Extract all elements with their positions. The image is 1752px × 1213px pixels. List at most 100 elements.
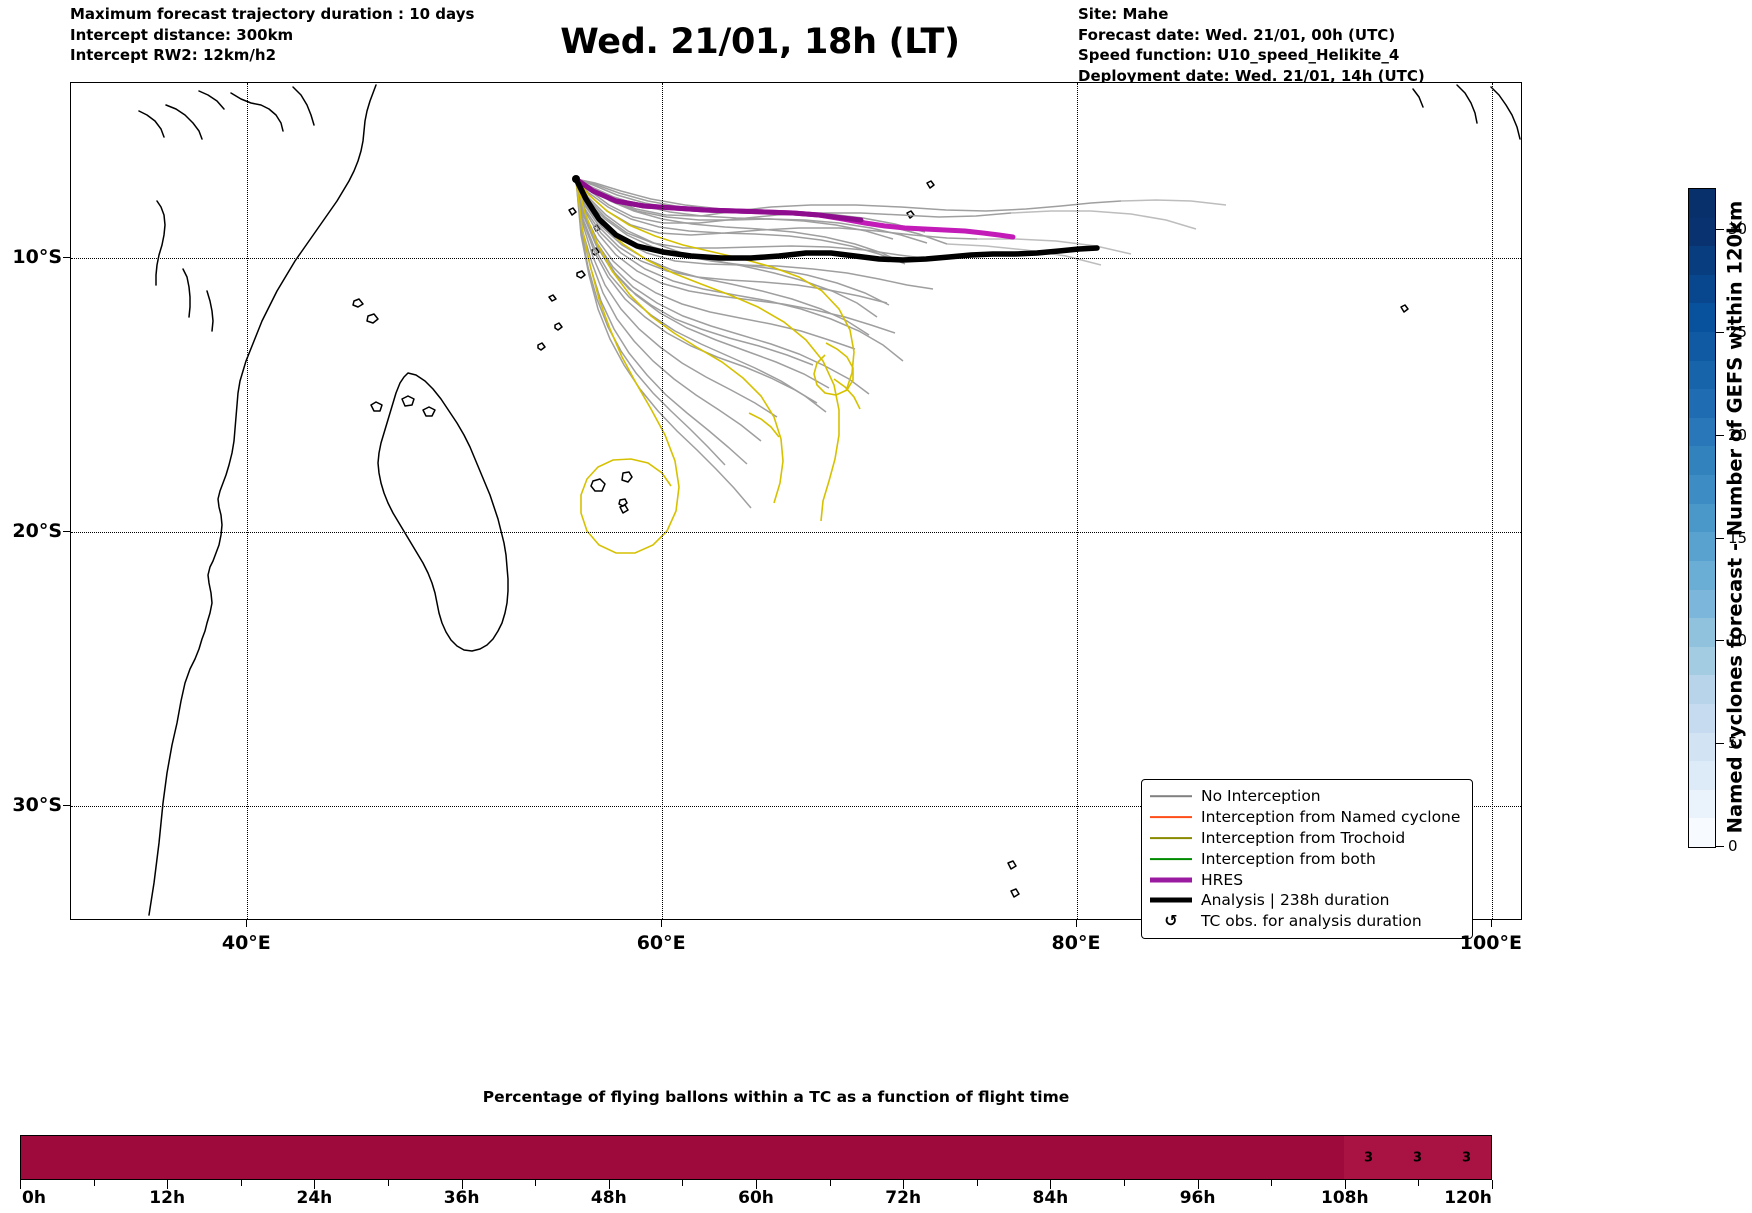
header-left-line-2: Intercept distance: 300km (70, 25, 294, 44)
legend-item-no-interception: No Interception (1150, 786, 1462, 807)
percentage-bar-tick-mark (608, 1180, 610, 1189)
colorbar-segment (1689, 618, 1715, 647)
legend-item-named-cyclone: Interception from Named cyclone (1150, 807, 1462, 828)
map-xtick-mark (246, 920, 248, 927)
map-gridline-vertical (1077, 83, 1079, 919)
map-ytick-label: 10°S (12, 246, 62, 269)
percentage-bar-plot: 3 3 3 (20, 1135, 1492, 1180)
colorbar-segment (1689, 332, 1715, 361)
map-xtick-label: 80°E (1051, 932, 1101, 954)
map-ytick-label: 30°S (12, 793, 62, 816)
percentage-bar-tick-mark (976, 1180, 978, 1186)
colorbar-title-text: Named cyclones forecast - Number of GEFS… (1723, 200, 1747, 834)
colorbar-segment (1689, 789, 1715, 819)
legend-label-analysis: Analysis | 238h duration (1201, 891, 1390, 910)
header-site: Site: Mahe (1078, 5, 1169, 23)
colorbar-tick-label: 15 (1728, 528, 1748, 547)
header-left-line-1: Maximum forecast trajectory duration : 1… (70, 5, 475, 23)
map-xtick-mark (661, 920, 663, 927)
colorbar-tick-label: 5 (1728, 734, 1738, 753)
legend-swatch-trochoid (1150, 831, 1192, 845)
percentage-bar-tick-mark (1418, 1180, 1420, 1186)
legend-label-tc-observation: TC obs. for analysis duration (1201, 912, 1422, 931)
percentage-bar-tick-label: 48h (590, 1188, 627, 1208)
header-left-line-3: Intercept RW2: 12km/h2 (70, 46, 277, 64)
header-deployment-date: Deployment date: Wed. 21/01, 14h (UTC) (1078, 66, 1425, 85)
colorbar-tick-label: 0 (1728, 837, 1738, 855)
map-gridline-horizontal (71, 805, 1521, 807)
map-gridline-vertical (1491, 83, 1493, 919)
percentage-bar-tick-label: 24h (296, 1188, 333, 1208)
legend-item-trochoid: Interception from Trochoid (1150, 828, 1462, 849)
colorbar-segment (1689, 503, 1715, 533)
percentage-bar-segment: 3 (1442, 1136, 1491, 1179)
colorbar-tick-mark (1716, 537, 1724, 539)
map-xtick-mark (1076, 920, 1078, 927)
colorbar-segment (1689, 189, 1715, 218)
colorbar-tick-mark (1716, 743, 1724, 745)
percentage-bar-tick-mark (1492, 1180, 1493, 1189)
legend-swatch-named-cyclone (1150, 810, 1192, 824)
percentage-bar-title: Percentage of flying ballons within a TC… (482, 1088, 1070, 1106)
percentage-bar-tick-mark (903, 1180, 905, 1189)
percentage-bar-tick-label: 60h (738, 1188, 774, 1208)
legend-item-tc-observation: ↺ TC obs. for analysis duration (1150, 911, 1462, 932)
legend-label-trochoid: Interception from Trochoid (1201, 828, 1406, 847)
legend-item-both: Interception from both (1150, 848, 1462, 869)
percentage-bar-tick-mark (20, 1180, 21, 1189)
legend-label-named-cyclone: Interception from Named cyclone (1201, 808, 1461, 827)
percentage-bar-tick-label: 12h (149, 1188, 186, 1208)
colorbar-segment (1689, 246, 1715, 275)
map-gridline-horizontal (71, 258, 1521, 260)
percentage-bar-tick-mark (1271, 1180, 1273, 1186)
colorbar-segment (1689, 417, 1715, 447)
map-gridline-vertical (662, 83, 664, 919)
tc-observation-icon: ↺ (1164, 911, 1178, 931)
percentage-bar-segment-label: 3 (1412, 1150, 1423, 1165)
percentage-bar-tick-mark (1124, 1180, 1125, 1186)
percentage-bar-segment: 3 (1344, 1136, 1393, 1179)
colorbar-segment (1689, 274, 1715, 304)
colorbar-segment (1689, 475, 1715, 504)
percentage-bar-tick-mark (756, 1180, 757, 1189)
percentage-bar-tick-label: 108h (1321, 1188, 1369, 1208)
colorbar-title: Named cyclones forecast - Number of GEFS… (1722, 188, 1748, 846)
colorbar-segment (1689, 761, 1715, 790)
colorbar-segment (1689, 360, 1715, 390)
colorbar-tick-mark (1716, 846, 1724, 847)
legend-swatch-hres (1150, 873, 1192, 887)
colorbar-segment (1689, 303, 1715, 333)
legend-swatch-analysis (1150, 893, 1192, 907)
header-right-info: Site: Mahe Forecast date: Wed. 21/01, 00… (1078, 4, 1425, 86)
map-gridline-horizontal (71, 532, 1521, 534)
percentage-bar-tick-mark (93, 1180, 95, 1186)
colorbar-tick-label: 20 (1728, 425, 1748, 444)
colorbar-tick-label: 10 (1728, 631, 1748, 650)
legend-item-hres: HRES (1150, 869, 1462, 890)
colorbar-tick-label: 25 (1728, 322, 1748, 341)
percentage-bar-tick-label: 120h (1444, 1188, 1492, 1208)
map-ytick-mark (63, 531, 70, 533)
legend-label-hres: HRES (1201, 870, 1244, 889)
map-ytick-mark (63, 257, 70, 259)
legend-label-both: Interception from both (1201, 849, 1376, 868)
percentage-bar-segment-label: 3 (1461, 1150, 1472, 1165)
colorbar-segment (1689, 646, 1715, 676)
map-xtick-mark (1490, 920, 1492, 927)
map-ytick-mark (63, 804, 70, 806)
header-forecast-date: Forecast date: Wed. 21/01, 00h (UTC) (1078, 25, 1396, 44)
colorbar-segment (1689, 217, 1715, 247)
map-xtick-label: 100°E (1459, 932, 1522, 954)
percentage-bar-tick-mark (1050, 1180, 1052, 1189)
percentage-bar-tick-label: 84h (1032, 1188, 1069, 1208)
map-gridline-vertical (247, 83, 249, 919)
map-ytick-label: 20°S (12, 520, 62, 543)
header-left-info: Maximum forecast trajectory duration : 1… (70, 4, 474, 66)
legend-item-analysis: Analysis | 238h duration (1150, 890, 1462, 911)
legend-swatch-both (1150, 852, 1192, 866)
colorbar-segment (1689, 589, 1715, 619)
percentage-bar-tick-mark (240, 1180, 242, 1186)
percentage-bar-tick-label: 72h (885, 1188, 922, 1208)
colorbar-tick-mark (1716, 434, 1724, 436)
colorbar-tick-mark (1716, 640, 1724, 642)
